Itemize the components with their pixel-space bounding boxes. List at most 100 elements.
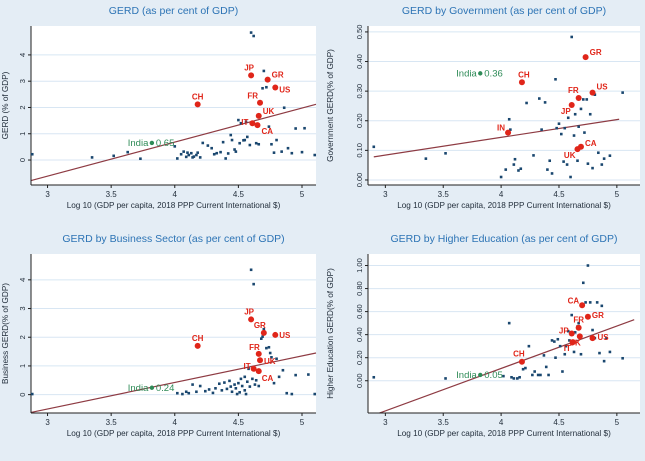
y-tick-label: 1.00 xyxy=(355,258,364,273)
scatter-point xyxy=(187,153,191,157)
india-label: India xyxy=(456,69,477,80)
scatter-point xyxy=(553,340,556,343)
scatter-point xyxy=(277,375,281,379)
x-tick-label: 5 xyxy=(615,190,620,199)
country-point-ca xyxy=(579,302,586,309)
chart-gerd-higher-education-svg: 0.00 0.20 0.40 0.60 0.80 1.00 3 3.5 4 4.5 5 CA GR FR J… xyxy=(326,233,640,438)
scatter-point xyxy=(605,336,608,340)
scatter-point xyxy=(243,138,247,142)
scatter-point xyxy=(179,152,183,156)
scatter-point xyxy=(206,144,210,147)
x-tick-label: 3.5 xyxy=(106,418,118,427)
scatter-point xyxy=(531,373,534,377)
country-point-ca xyxy=(254,122,261,129)
scatter-point xyxy=(243,375,247,379)
india-label: India xyxy=(128,383,149,394)
country-point-gr xyxy=(264,76,271,83)
y-tick-label: 0.20 xyxy=(355,350,364,365)
y-tick-label: 3 xyxy=(18,79,27,83)
scatter-point xyxy=(234,150,238,153)
x-tick-label: 3 xyxy=(45,418,50,427)
country-point-fr xyxy=(575,324,582,331)
y-tick-label: 0.40 xyxy=(355,54,364,69)
country-point-us xyxy=(589,335,596,342)
scatter-point xyxy=(570,35,574,39)
country-label-ch: CH xyxy=(513,350,525,359)
scatter-point xyxy=(564,344,568,348)
scatter-point xyxy=(586,264,590,267)
scatter-point xyxy=(518,375,521,379)
scatter-point xyxy=(223,381,226,384)
y-tick-label: 0.20 xyxy=(355,113,364,128)
country-point-jp xyxy=(248,316,255,323)
country-point-ch xyxy=(518,79,525,86)
scatter-point xyxy=(547,373,550,377)
country-point-in xyxy=(505,129,512,136)
scatter-point xyxy=(557,122,561,126)
x-tick-label: 4 xyxy=(499,190,504,199)
country-label-us: US xyxy=(598,333,610,342)
chart-title: GERD by Government (as per cent of GDP) xyxy=(402,5,606,17)
scatter-point xyxy=(225,387,229,391)
scatter-point xyxy=(576,159,579,163)
y-tick-label: 1 xyxy=(18,364,27,368)
country-label-it: IT xyxy=(241,118,248,127)
scatter-point xyxy=(579,352,583,356)
scatter-point xyxy=(546,168,549,171)
y-tick-label: 0.00 xyxy=(355,373,364,388)
scatter-point xyxy=(233,383,236,386)
scatter-point xyxy=(214,387,217,390)
x-tick-label: 3 xyxy=(383,190,388,199)
country-label-us: US xyxy=(279,85,291,94)
scatter-point xyxy=(561,370,564,373)
country-label-jp: JP xyxy=(244,63,254,72)
india-point xyxy=(149,140,155,146)
country-label-gr: GR xyxy=(254,321,266,330)
scatter-point xyxy=(583,131,586,134)
x-axis-title: Log 10 (GDP per capita, 2018 PPP Current… xyxy=(67,429,281,438)
scatter-point xyxy=(621,91,624,94)
country-label-in: IN xyxy=(497,124,505,133)
scatter-point xyxy=(588,112,592,116)
y-tick-label: 3 xyxy=(18,306,27,310)
scatter-point xyxy=(251,377,254,381)
country-label-ca: CA xyxy=(261,127,273,136)
country-label-fr: FR xyxy=(247,92,258,101)
chart-gerd-government: 0.00 0.10 0.20 0.30 0.40 0.50 3 3.5 4 4.5 5 GR US FR J… xyxy=(322,0,645,228)
scatter-point xyxy=(591,328,594,332)
scatter-point xyxy=(543,101,547,104)
scatter-point xyxy=(290,151,294,155)
scatter-point xyxy=(538,97,541,100)
country-point-us xyxy=(589,89,596,96)
scatter-point xyxy=(286,146,290,150)
india-value: 0.36 xyxy=(484,69,503,80)
y-axis-title: GERD (% of GDP) xyxy=(1,71,10,139)
scatter-point xyxy=(444,377,447,380)
y-tick-label: 0.00 xyxy=(355,173,364,188)
country-label-us: US xyxy=(597,83,609,92)
scatter-point xyxy=(220,389,224,392)
country-label-us: US xyxy=(279,331,291,340)
scatter-point xyxy=(198,156,202,159)
country-label-jp: JP xyxy=(559,327,569,336)
scatter-point xyxy=(244,120,248,123)
country-point-gr xyxy=(260,329,267,336)
chart-gerd-total: 0 1 2 3 4 3 3.5 4 4.5 5 JP GR US CH FR UK IT CA India 0.65 G… xyxy=(0,0,322,228)
scatter-point xyxy=(237,118,240,122)
scatter-point xyxy=(281,368,285,372)
scatter-point xyxy=(600,163,604,166)
scatter-point xyxy=(598,351,601,355)
x-tick-label: 4.5 xyxy=(233,418,245,427)
country-label-fr: FR xyxy=(249,343,260,352)
y-tick-label: 0 xyxy=(18,393,27,397)
scatter-point xyxy=(608,350,612,354)
country-point-ch xyxy=(194,101,201,108)
scatter-point xyxy=(512,377,516,380)
scatter-point xyxy=(190,151,193,155)
scatter-point xyxy=(548,159,552,163)
scatter-point xyxy=(245,380,249,384)
scatter-point xyxy=(186,151,189,154)
country-point-it xyxy=(249,120,256,127)
y-axis-title: Business GERD(% of GDP) xyxy=(1,283,10,384)
y-axis-title: Government GERD(% of GDP) xyxy=(326,49,335,162)
